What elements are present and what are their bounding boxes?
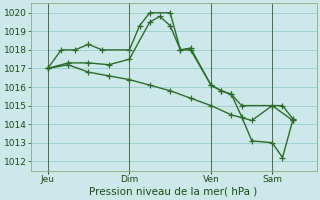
X-axis label: Pression niveau de la mer( hPa ): Pression niveau de la mer( hPa ) [90, 187, 258, 197]
